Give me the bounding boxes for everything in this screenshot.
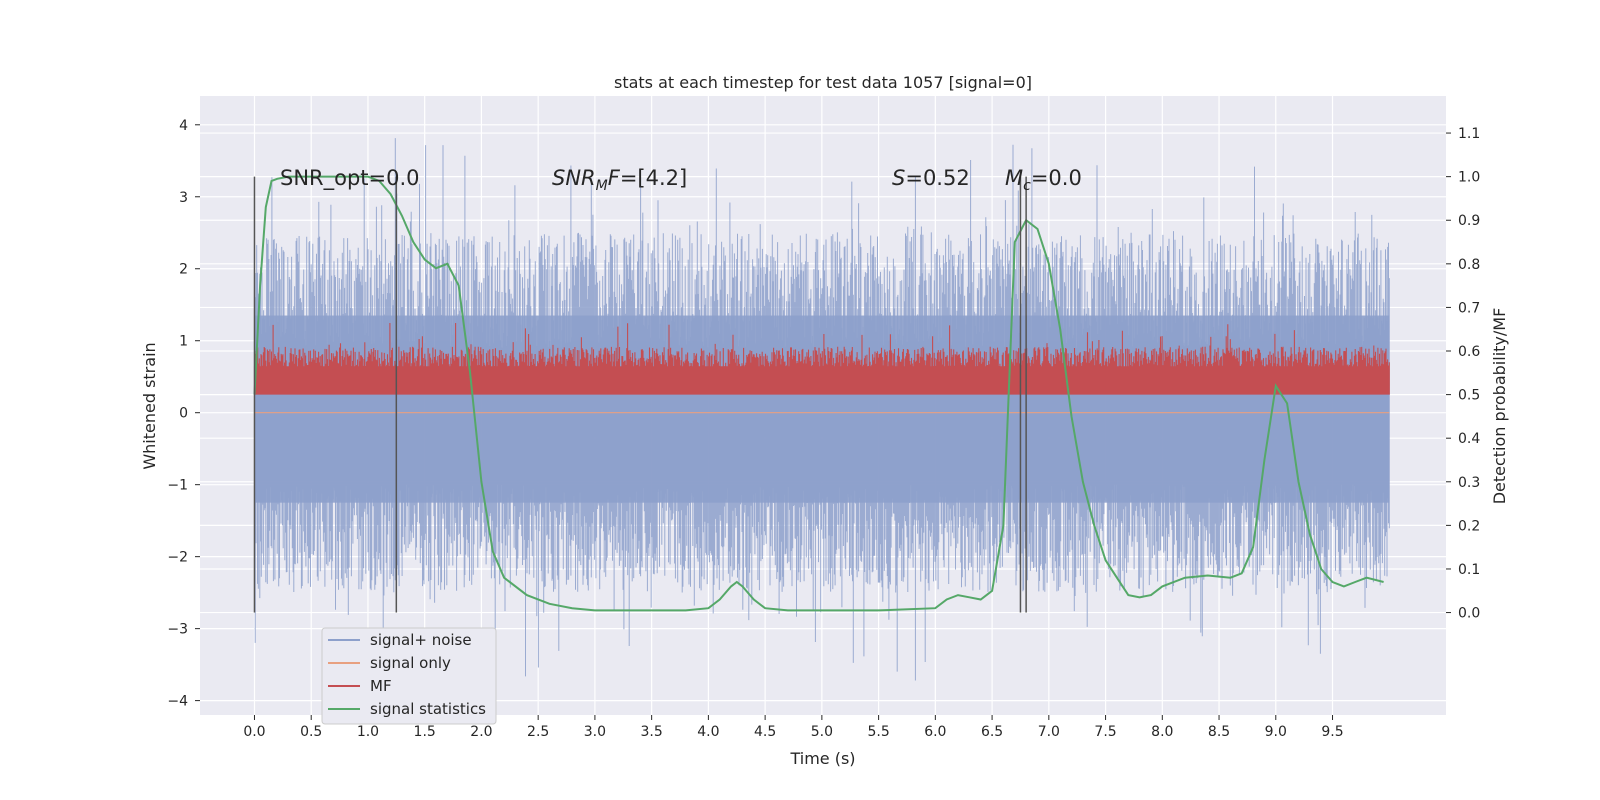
x-tick-label: 6.0 bbox=[924, 724, 946, 740]
series-layer bbox=[253, 138, 1390, 681]
x-tick-label: 5.0 bbox=[811, 724, 833, 740]
y-axis-title: Whitened strain bbox=[140, 342, 159, 469]
x-tick-label: 1.5 bbox=[414, 724, 436, 740]
x-tick-label: 4.0 bbox=[697, 724, 719, 740]
annotation-snr-mf: SNRMF=[4.2] bbox=[552, 166, 687, 194]
y2-axis-title: Detection probability/MF bbox=[1490, 308, 1509, 505]
x-tick-label: 8.0 bbox=[1151, 724, 1173, 740]
legend-label-signal-noise: signal+ noise bbox=[370, 631, 472, 649]
x-tick-label: 7.5 bbox=[1094, 724, 1116, 740]
y2-tick-label: 0.6 bbox=[1458, 344, 1480, 360]
legend-box bbox=[321, 627, 497, 725]
series-mf-core bbox=[254, 366, 1390, 386]
y2-tick-label: 0.5 bbox=[1458, 388, 1480, 404]
y-tick-label: 3 bbox=[179, 190, 188, 206]
x-axis-title: Time (s) bbox=[789, 749, 855, 768]
y2-tick-label: 0.0 bbox=[1458, 606, 1480, 622]
x-tick-label: 3.0 bbox=[584, 724, 606, 740]
y2-tick-label: 0.2 bbox=[1458, 518, 1480, 534]
y2-tick-label: 0.8 bbox=[1458, 257, 1480, 273]
vertical-markers bbox=[253, 176, 1027, 613]
x-tick-label: 3.5 bbox=[641, 724, 663, 740]
x-tick-label: 0.0 bbox=[243, 724, 265, 740]
axes: 0.0 0.5 1.0 1.5 2.0 2.5 3.0 3.5 4.0 4.5 5.0 5.5 6.0 6… bbox=[167, 118, 1480, 740]
y-tick-label: 2 bbox=[179, 262, 188, 278]
x-tick-label: 9.5 bbox=[1321, 724, 1343, 740]
y2-tick-label: 0.3 bbox=[1458, 475, 1480, 491]
y-tick-label: −2 bbox=[167, 550, 188, 566]
series-signal-statistics bbox=[253, 175, 1384, 612]
y2-tick-label: 0.7 bbox=[1458, 300, 1480, 316]
y2-tick-label: 1.0 bbox=[1458, 170, 1480, 186]
x-tick-label: 6.5 bbox=[981, 724, 1003, 740]
x-tick-label: 8.5 bbox=[1208, 724, 1230, 740]
y2-tick-label: 0.1 bbox=[1458, 562, 1480, 578]
y-tick-label: 1 bbox=[179, 334, 188, 350]
annotation-s: S=0.52 bbox=[892, 166, 970, 190]
x-tick-label: 2.5 bbox=[527, 724, 549, 740]
x-tick-label: 9.0 bbox=[1265, 724, 1287, 740]
y2-tick-label: 0.4 bbox=[1458, 431, 1480, 447]
y-tick-label: −3 bbox=[167, 622, 188, 638]
y-tick-label: −4 bbox=[167, 694, 188, 710]
chart-title: stats at each timestep for test data 105… bbox=[614, 73, 1032, 92]
annotation-snr-opt: SNR_opt=0.0 bbox=[280, 166, 420, 191]
x-tick-label: 2.0 bbox=[470, 724, 492, 740]
y2-tick-label: 0.9 bbox=[1458, 213, 1480, 229]
legend-label-signal-statistics: signal statistics bbox=[370, 700, 486, 718]
annotation-mc: Mc=0.0 bbox=[1005, 166, 1082, 194]
y-tick-label: 0 bbox=[179, 406, 188, 422]
x-tick-label: 7.0 bbox=[1038, 724, 1060, 740]
legend: signal+ noise signal only MF signal stat… bbox=[321, 627, 497, 725]
x-tick-label: 4.5 bbox=[754, 724, 776, 740]
y-tick-label: −1 bbox=[167, 478, 188, 494]
x-tick-label: 5.5 bbox=[867, 724, 889, 740]
legend-label-signal-only: signal only bbox=[370, 654, 451, 672]
x-tick-label: 1.0 bbox=[357, 724, 379, 740]
series-signal-noise-core bbox=[254, 315, 1390, 503]
y-tick-label: 4 bbox=[179, 118, 188, 134]
y2-tick-label: 1.1 bbox=[1458, 126, 1480, 142]
x-tick-label: 0.5 bbox=[300, 724, 322, 740]
legend-label-mf: MF bbox=[370, 677, 392, 695]
